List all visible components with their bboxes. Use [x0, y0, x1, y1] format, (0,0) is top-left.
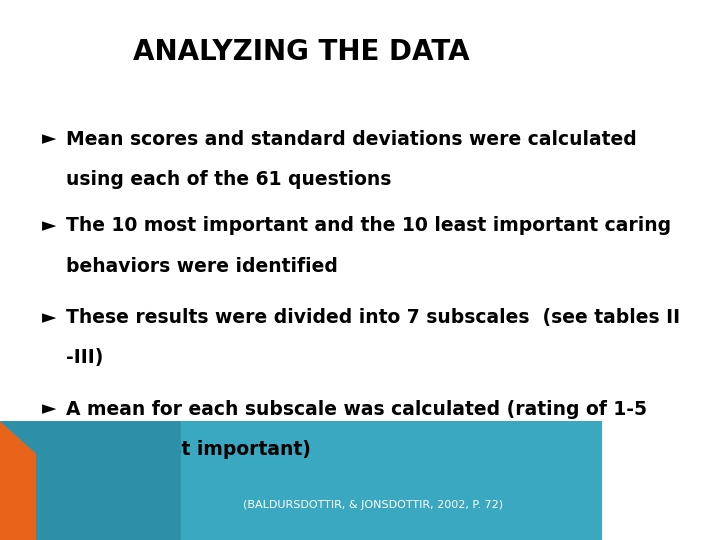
Text: Mean scores and standard deviations were calculated: Mean scores and standard deviations were… — [66, 130, 637, 148]
Text: (BALDURSDOTTIR, & JONSDOTTIR, 2002, P. 72): (BALDURSDOTTIR, & JONSDOTTIR, 2002, P. 7… — [243, 500, 503, 510]
FancyBboxPatch shape — [0, 421, 603, 540]
Polygon shape — [36, 421, 181, 540]
Polygon shape — [0, 421, 181, 540]
Text: -III): -III) — [66, 348, 104, 367]
Text: ANALYZING THE DATA: ANALYZING THE DATA — [133, 38, 469, 66]
Text: A mean for each subscale was calculated (rating of 1-5: A mean for each subscale was calculated … — [66, 400, 647, 419]
Text: ►: ► — [42, 400, 57, 419]
Text: ►: ► — [42, 216, 57, 235]
Text: ►: ► — [42, 130, 57, 148]
Text: ►: ► — [42, 308, 57, 327]
Text: behaviors were identified: behaviors were identified — [66, 256, 338, 275]
Text: with 5 most important): with 5 most important) — [66, 440, 311, 459]
Text: using each of the 61 questions: using each of the 61 questions — [66, 170, 392, 189]
Text: These results were divided into 7 subscales  (see tables II: These results were divided into 7 subsca… — [66, 308, 680, 327]
Polygon shape — [0, 421, 132, 540]
Text: The 10 most important and the 10 least important caring: The 10 most important and the 10 least i… — [66, 216, 671, 235]
